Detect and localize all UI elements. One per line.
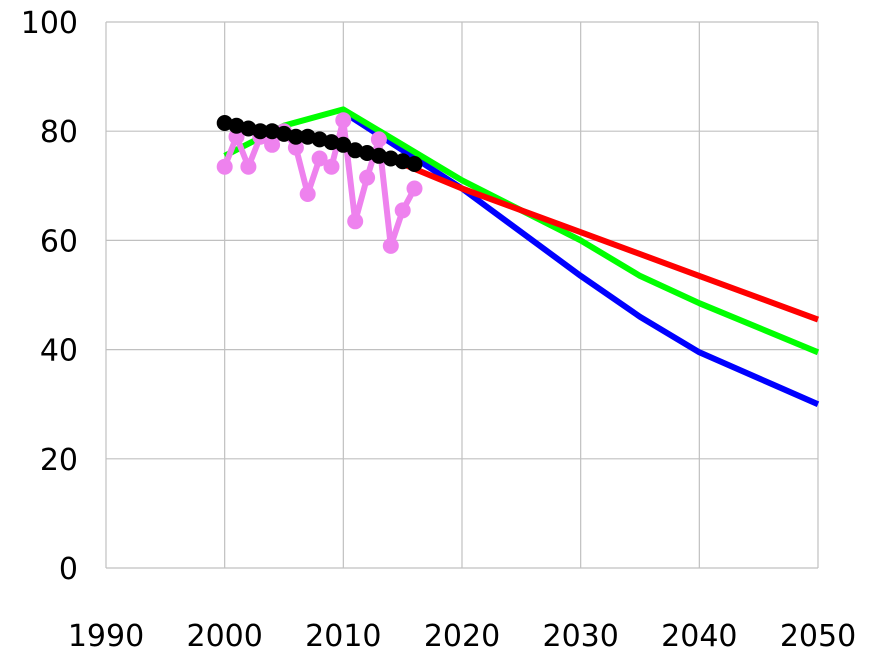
series-line: [401, 161, 820, 323]
y-tick-label: 40: [40, 334, 78, 369]
data-point: [299, 186, 316, 202]
y-tick-label: 80: [40, 115, 78, 150]
data-point: [240, 120, 257, 137]
x-tick-label: 2050: [780, 619, 856, 653]
data-point: [370, 131, 387, 148]
x-axis-tick-labels: 1990 2000 2010 2020 2030 2040 2050: [68, 619, 856, 653]
y-tick-label: 60: [40, 224, 78, 259]
data-point: [347, 213, 364, 230]
series-line: [341, 109, 820, 407]
data-point: [287, 128, 304, 145]
data-point: [370, 147, 387, 164]
series-3: [401, 161, 820, 323]
data-point: [335, 112, 352, 129]
data-point: [406, 156, 423, 172]
x-tick-label: 2020: [424, 619, 500, 653]
x-tick-label: 2030: [542, 619, 618, 653]
x-tick-label: 1990: [68, 619, 144, 653]
data-point: [406, 180, 423, 197]
x-tick-label: 2010: [305, 619, 381, 653]
series-5: [216, 115, 423, 172]
data-point: [299, 128, 316, 145]
grid: [105, 21, 819, 569]
data-point: [335, 136, 352, 153]
data-point: [359, 169, 376, 186]
data-point: [382, 150, 399, 167]
data-point: [264, 123, 281, 140]
data-point: [264, 136, 281, 153]
data-point: [228, 128, 245, 145]
data-point: [311, 150, 328, 167]
data-point: [311, 131, 328, 148]
series-layer: [216, 106, 820, 407]
x-tick-label: 2040: [661, 619, 737, 653]
y-tick-label: 100: [21, 6, 78, 41]
y-axis-tick-labels: 0 20 40 60 80 100: [21, 6, 78, 587]
series-1: [341, 109, 820, 407]
data-point: [252, 123, 269, 140]
data-point: [216, 158, 233, 175]
data-point: [323, 158, 340, 175]
data-point: [394, 202, 411, 219]
y-tick-label: 20: [40, 443, 78, 478]
data-point: [347, 142, 364, 159]
data-point: [382, 237, 399, 254]
y-tick-label: 0: [59, 552, 78, 587]
x-tick-label: 2000: [186, 619, 262, 653]
data-point: [240, 158, 257, 175]
